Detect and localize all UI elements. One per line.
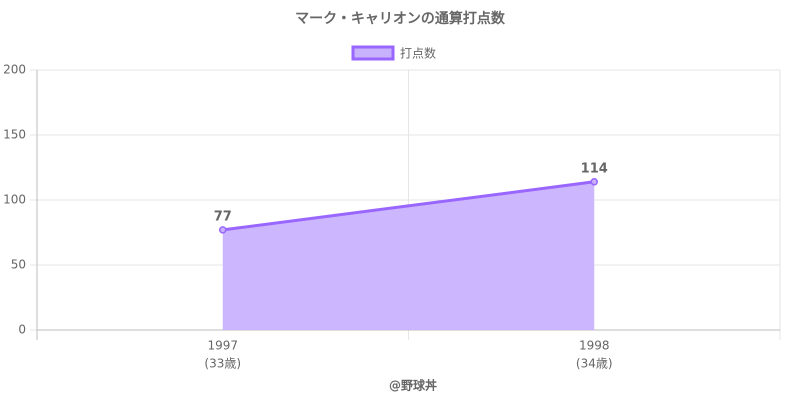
y-tick-label: 150: [3, 128, 26, 142]
legend-swatch: [351, 45, 395, 61]
x-tick-sublabel: (34歳): [576, 357, 613, 371]
x-tick-label: 1997: [207, 339, 238, 353]
point: [590, 178, 598, 186]
legend-label: 打点数: [400, 46, 436, 61]
data-label: 114: [581, 161, 608, 176]
y-tick-label: 200: [3, 63, 26, 77]
point: [219, 226, 227, 234]
footer: @野球丼: [389, 378, 437, 393]
data-label: 77: [214, 209, 232, 224]
y-tick-label: 100: [3, 193, 26, 207]
x-tick-label: 1998: [579, 339, 610, 353]
y-tick-label: 50: [11, 258, 26, 272]
line: [222, 180, 595, 232]
chart-title: マーク・キャリオンの通算打点数: [295, 10, 506, 27]
x-tick-sublabel: (33歳): [204, 357, 241, 371]
y-tick-label: 0: [18, 323, 26, 337]
